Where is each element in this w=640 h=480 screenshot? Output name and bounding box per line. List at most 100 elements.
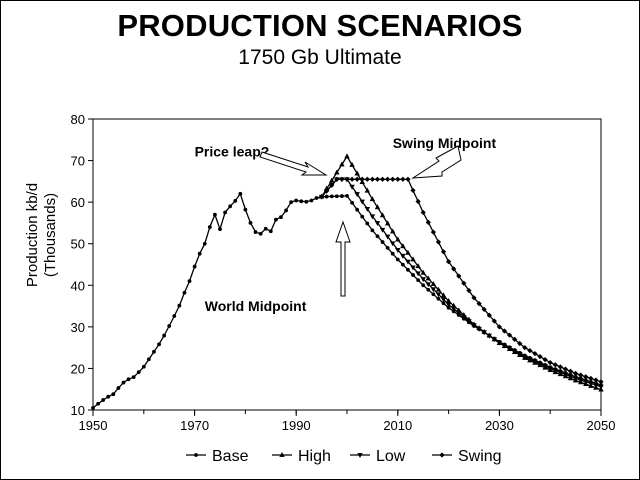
series-point (547, 359, 553, 366)
legend-item-base: Base (186, 448, 249, 465)
series-point (572, 370, 579, 377)
x-tick-label: 1990 (282, 418, 311, 433)
series-point (385, 176, 391, 182)
chart-title: PRODUCTION SCENARIOS (117, 8, 523, 43)
legend-item-swing: Swing (432, 448, 502, 465)
series-point (440, 297, 447, 303)
series-point (532, 359, 538, 365)
series-point (440, 249, 447, 255)
series-point (461, 280, 467, 286)
price-leap-arrow (259, 151, 328, 176)
historical-point (157, 342, 161, 347)
series-point (517, 352, 523, 357)
series-point (562, 366, 569, 372)
series-point (374, 204, 381, 210)
series-point (329, 194, 334, 199)
historical-point (141, 364, 146, 369)
x-tick-label: 2050 (587, 418, 616, 433)
series-point (329, 182, 335, 188)
historical-point (152, 349, 156, 354)
series-point (354, 170, 360, 176)
historical-point (131, 375, 136, 380)
series-point (572, 376, 579, 382)
x-tick-label: 1970 (180, 418, 209, 433)
series-point (374, 176, 381, 182)
series-point (415, 198, 421, 205)
series-point (537, 353, 543, 360)
series-point (588, 381, 594, 387)
series-point (420, 277, 426, 283)
historical-point (197, 251, 202, 256)
series-point (598, 384, 604, 390)
historical-point (213, 212, 217, 217)
legend-label: Swing (458, 448, 502, 465)
series-point (318, 194, 325, 200)
series-point (532, 351, 538, 357)
series-point (420, 269, 426, 275)
series-point (395, 176, 401, 182)
series-point (466, 319, 472, 325)
series-point (324, 188, 330, 194)
series-point (496, 324, 503, 330)
series-point (405, 259, 411, 265)
y-axis-label-line1: Production kb/d (24, 183, 41, 287)
series-point (481, 306, 487, 313)
historical-point (91, 406, 95, 410)
series-point (334, 176, 340, 182)
series-point (435, 292, 442, 298)
series-point (567, 368, 574, 374)
y-tick-label: 80 (71, 112, 85, 127)
series-point (445, 258, 452, 265)
series-point (486, 333, 492, 339)
historical-point (279, 215, 283, 220)
series-point (421, 283, 426, 288)
historical-point (111, 392, 116, 397)
legend-marker (194, 453, 198, 457)
series-point (588, 375, 594, 382)
historical-point (182, 290, 187, 295)
series-point (476, 326, 482, 332)
series-point (405, 249, 411, 255)
series-point (562, 372, 569, 378)
series-point (435, 286, 442, 292)
historical-point (187, 279, 192, 284)
series-point (369, 214, 376, 220)
historical-point (96, 401, 100, 406)
series-point (344, 176, 350, 182)
series-point (405, 176, 411, 182)
historical-point (309, 198, 314, 203)
chart-subtitle: 1750 Gb Ultimate (238, 46, 402, 69)
y-tick-label: 30 (71, 320, 85, 335)
series-point (364, 187, 371, 193)
series-point (430, 281, 437, 287)
historical-point (177, 303, 182, 308)
series-point (451, 266, 457, 272)
world-midpoint-arrow (335, 220, 351, 297)
historical-point (106, 394, 111, 399)
series-point (334, 169, 340, 175)
series-point (344, 153, 350, 159)
series-point (466, 287, 472, 294)
series-point (486, 312, 492, 318)
series-point (390, 241, 396, 247)
series-point (420, 209, 426, 216)
legend-marker (357, 453, 363, 459)
series-point (425, 275, 431, 281)
series-point (552, 362, 558, 368)
series-point (430, 287, 437, 293)
legend-marker (439, 452, 445, 458)
y-tick-label: 50 (71, 237, 85, 252)
series-point (456, 310, 462, 316)
annotation-swing-midpoint: Swing Midpoint (393, 135, 497, 151)
legend-label: Base (212, 448, 249, 465)
series-point (411, 273, 415, 277)
series-point (496, 340, 503, 346)
legend-label: Low (376, 448, 406, 465)
series-point (400, 253, 406, 259)
series-point (527, 348, 533, 354)
series-high (318, 153, 604, 392)
series-point (415, 271, 421, 277)
legend-marker (279, 451, 285, 457)
